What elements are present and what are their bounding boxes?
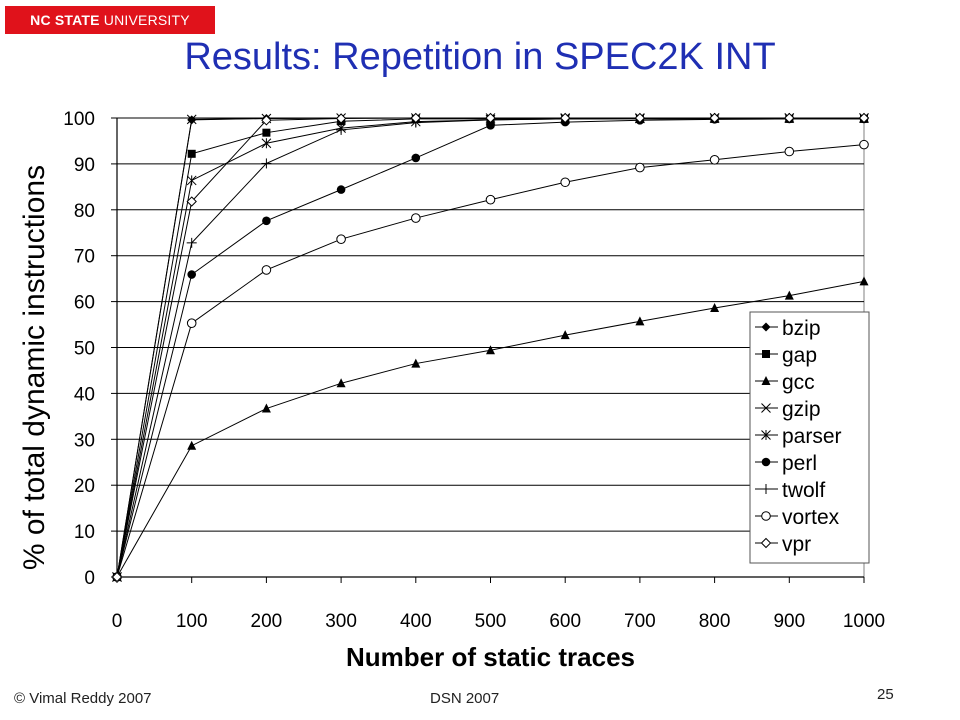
- point-vpr: [559, 112, 571, 124]
- x-tick-label: 500: [475, 611, 507, 632]
- point-vpr: [186, 196, 197, 207]
- point-gcc: [411, 358, 421, 368]
- point-vpr: [709, 112, 720, 124]
- point-gcc: [784, 290, 794, 300]
- legend: bzip gap gcc gzip parser perl twolf vortex vpr: [749, 311, 870, 564]
- point-vpr: [858, 112, 870, 124]
- x-tick-label: 200: [251, 611, 283, 632]
- university-logo: NC STATE UNIVERSITY: [5, 6, 215, 34]
- point-gcc: [486, 345, 495, 355]
- point-gcc: [187, 440, 197, 450]
- legend-label: vpr: [782, 533, 811, 556]
- legend-label: vortex: [782, 506, 840, 529]
- y-axis-title: % of total dynamic instructions: [18, 165, 51, 570]
- point-parser: [261, 138, 272, 149]
- point-vpr: [634, 112, 646, 124]
- x-tick-label: 300: [325, 611, 357, 632]
- point-twolf: [186, 237, 197, 248]
- point-twolf: [261, 158, 272, 169]
- legend-marker-parser: [761, 430, 771, 440]
- y-tick-label: 50: [74, 339, 95, 360]
- legend-label: twolf: [782, 479, 825, 502]
- point-vpr: [784, 112, 795, 124]
- y-tick-label: 60: [74, 293, 95, 314]
- legend-marker-gcc: [761, 376, 771, 385]
- slide-title: Results: Repetition in SPEC2K INT: [184, 36, 776, 78]
- copyright-text: © Vimal Reddy 2007: [14, 690, 152, 707]
- point-gcc: [261, 403, 271, 413]
- point-vpr: [485, 112, 496, 124]
- y-tick-label: 80: [74, 201, 95, 222]
- x-tick-label: 0: [112, 611, 123, 632]
- point-vortex: [261, 265, 272, 275]
- point-vpr: [261, 115, 272, 126]
- legend-marker-gzip: [761, 403, 771, 413]
- legend-marker-vpr: [760, 537, 772, 549]
- logo-bold-text: NC STATE: [30, 12, 100, 28]
- y-tick-label: 90: [74, 155, 95, 176]
- point-vpr: [111, 571, 123, 583]
- point-vortex: [411, 213, 421, 223]
- point-gzip: [186, 114, 197, 125]
- point-vortex: [859, 139, 869, 150]
- x-tick-label: 900: [773, 611, 805, 632]
- legend-marker-twolf: [761, 484, 771, 494]
- y-tick-label: 10: [74, 522, 95, 543]
- point-gcc: [560, 330, 570, 340]
- slide-number: 25: [877, 686, 894, 703]
- legend-label: gap: [782, 344, 817, 367]
- point-vortex: [186, 318, 197, 328]
- point-twolf: [336, 124, 347, 135]
- y-tick-label: 40: [74, 384, 95, 405]
- legend-label: bzip: [782, 317, 821, 340]
- point-perl: [187, 270, 196, 279]
- y-tick-label: 30: [74, 430, 95, 451]
- point-vortex: [560, 177, 571, 188]
- x-tick-label: 800: [699, 611, 731, 632]
- y-tick-label: 70: [74, 247, 95, 268]
- point-vortex: [485, 194, 496, 205]
- y-tick-label: 0: [84, 568, 95, 589]
- venue-text: DSN 2007: [430, 690, 500, 707]
- point-perl: [336, 185, 346, 194]
- legend-marker-bzip: [761, 322, 771, 332]
- legend-label: perl: [782, 452, 817, 475]
- point-vortex: [709, 154, 720, 165]
- point-gap: [262, 128, 271, 137]
- point-gap: [187, 149, 196, 158]
- legend-label: gzip: [782, 398, 821, 421]
- point-gcc: [859, 276, 869, 286]
- point-gcc: [635, 316, 645, 326]
- point-perl: [411, 153, 421, 163]
- x-tick-label: 600: [549, 611, 581, 632]
- y-tick-label: 20: [74, 476, 95, 497]
- x-tick-label: 1000: [843, 611, 885, 632]
- x-tick-label: 700: [624, 611, 656, 632]
- x-tick-label: 100: [176, 611, 208, 632]
- legend-label: parser: [782, 425, 842, 448]
- x-tick-label: 400: [400, 611, 432, 632]
- point-gcc: [710, 303, 720, 313]
- point-perl: [486, 121, 495, 130]
- legend-marker-gap: [762, 350, 770, 358]
- y-tick-label: 100: [63, 109, 95, 130]
- logo-text: UNIVERSITY: [99, 12, 190, 28]
- legend-marker-vortex: [761, 511, 771, 521]
- point-perl: [262, 216, 271, 226]
- point-vpr: [410, 112, 422, 124]
- point-vortex: [635, 162, 645, 173]
- point-parser: [186, 175, 197, 186]
- x-axis-title: Number of static traces: [346, 642, 635, 672]
- point-vpr: [335, 113, 347, 124]
- legend-label: gcc: [782, 371, 815, 394]
- point-vortex: [784, 146, 795, 157]
- legend-marker-perl: [761, 457, 771, 467]
- point-vortex: [336, 234, 346, 244]
- point-gcc: [336, 378, 346, 388]
